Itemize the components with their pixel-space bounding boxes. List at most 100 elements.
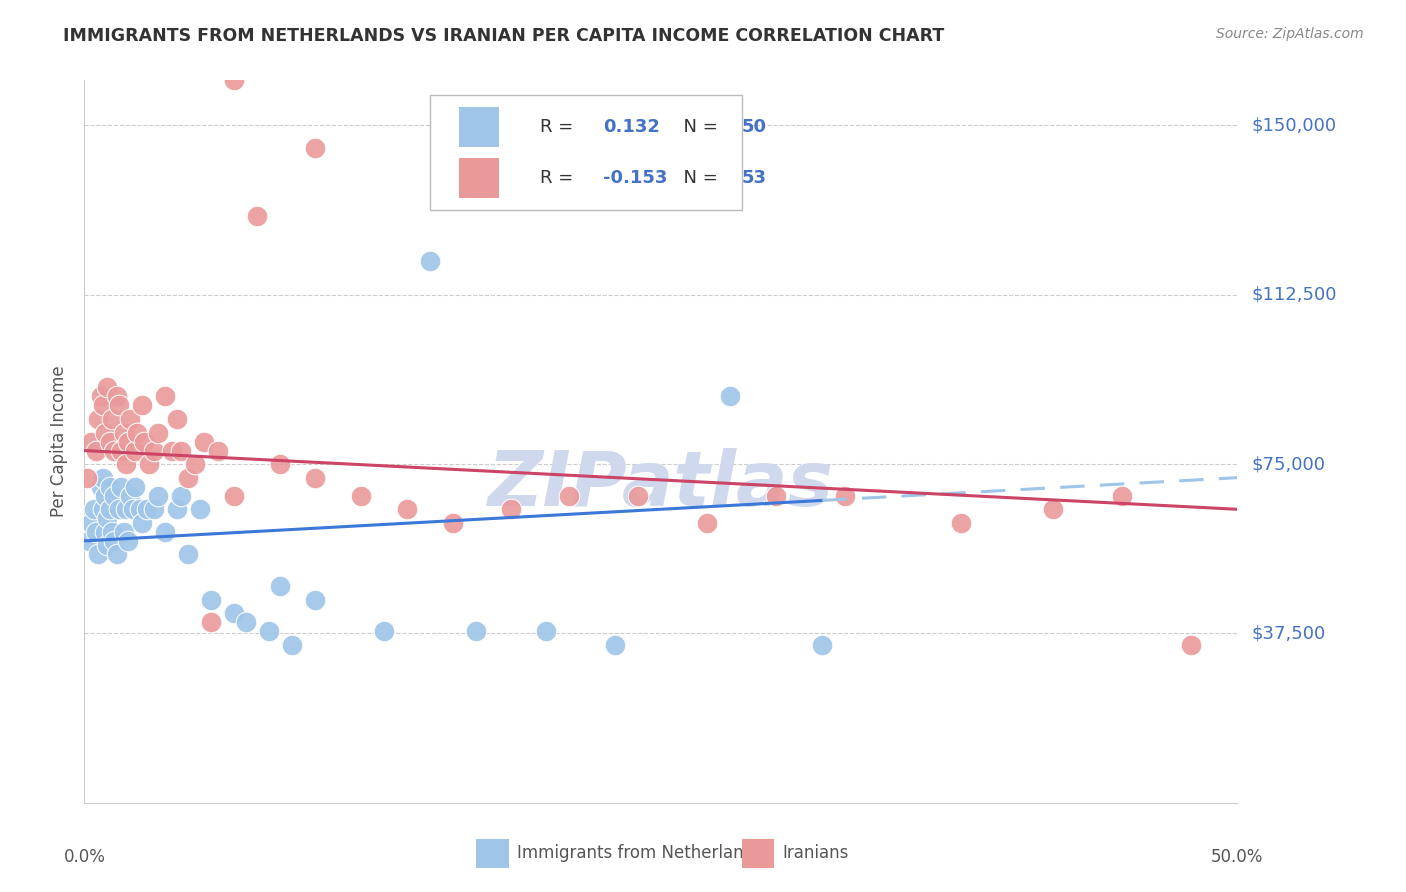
Point	[142, 502, 165, 516]
Point	[96, 511, 118, 525]
Point	[160, 443, 183, 458]
Text: 53: 53	[741, 169, 766, 186]
Point	[949, 516, 972, 530]
Point	[120, 412, 142, 426]
Bar	[460, 107, 499, 147]
Point	[257, 624, 280, 639]
Point	[96, 380, 118, 394]
Point	[224, 489, 246, 503]
Point	[153, 389, 176, 403]
Point	[117, 533, 139, 548]
Point	[834, 489, 856, 503]
Point	[124, 443, 146, 458]
Point	[603, 638, 626, 652]
Point	[98, 434, 121, 449]
Point	[91, 502, 114, 516]
Point	[96, 538, 118, 552]
Point	[91, 398, 114, 412]
Text: N =: N =	[672, 169, 724, 186]
Point	[112, 425, 135, 440]
Point	[124, 480, 146, 494]
Bar	[460, 158, 499, 198]
Point	[91, 470, 114, 484]
Text: 50.0%: 50.0%	[1211, 848, 1264, 866]
Text: Immigrants from Netherlands: Immigrants from Netherlands	[517, 845, 762, 863]
Point	[94, 524, 117, 539]
Point	[128, 502, 150, 516]
Point	[120, 489, 142, 503]
Point	[419, 253, 441, 268]
Text: $37,500: $37,500	[1251, 624, 1326, 642]
Point	[76, 470, 98, 484]
Point	[499, 502, 522, 516]
Text: R =: R =	[540, 119, 579, 136]
Point	[142, 443, 165, 458]
Point	[146, 425, 169, 440]
Point	[121, 502, 143, 516]
Point	[224, 606, 246, 620]
Text: 0.132: 0.132	[603, 119, 659, 136]
Point	[166, 412, 188, 426]
Point	[396, 502, 419, 516]
Point	[131, 516, 153, 530]
Point	[465, 624, 488, 639]
Point	[87, 548, 110, 562]
Text: 0.0%: 0.0%	[63, 848, 105, 866]
Text: Iranians: Iranians	[782, 845, 848, 863]
Point	[696, 516, 718, 530]
Point	[207, 443, 229, 458]
Point	[269, 579, 291, 593]
Bar	[741, 838, 773, 868]
Text: $150,000: $150,000	[1251, 117, 1336, 135]
Point	[103, 443, 125, 458]
Point	[134, 434, 156, 449]
Point	[281, 638, 304, 652]
Text: -0.153: -0.153	[603, 169, 668, 186]
Point	[105, 548, 128, 562]
Point	[441, 516, 464, 530]
Text: ZIPatlas: ZIPatlas	[488, 448, 834, 522]
Point	[373, 624, 395, 639]
FancyBboxPatch shape	[430, 95, 741, 211]
Point	[101, 412, 124, 426]
Text: N =: N =	[672, 119, 724, 136]
Point	[115, 502, 138, 516]
Point	[166, 502, 188, 516]
Point	[131, 398, 153, 412]
Point	[170, 443, 193, 458]
Point	[135, 502, 157, 516]
Point	[1111, 489, 1133, 503]
Point	[304, 470, 326, 484]
Point	[246, 209, 269, 223]
Point	[200, 615, 222, 630]
Text: $112,500: $112,500	[1251, 285, 1337, 304]
Point	[235, 615, 257, 630]
Point	[112, 524, 135, 539]
Text: $75,000: $75,000	[1251, 455, 1324, 473]
Text: R =: R =	[540, 169, 579, 186]
Point	[350, 489, 373, 503]
Point	[627, 489, 650, 503]
Point	[94, 489, 117, 503]
Point	[193, 434, 215, 449]
Point	[1042, 502, 1064, 516]
Point	[98, 502, 121, 516]
Point	[146, 489, 169, 503]
Point	[127, 425, 149, 440]
Point	[84, 443, 107, 458]
Point	[108, 502, 131, 516]
Point	[87, 412, 110, 426]
Point	[108, 398, 131, 412]
Point	[765, 489, 787, 503]
Point	[105, 389, 128, 403]
Point	[177, 470, 200, 484]
Text: Source: ZipAtlas.com: Source: ZipAtlas.com	[1216, 27, 1364, 41]
Point	[101, 524, 124, 539]
Point	[94, 425, 117, 440]
Point	[138, 457, 160, 471]
Point	[200, 592, 222, 607]
Point	[224, 73, 246, 87]
Point	[80, 434, 103, 449]
Point	[557, 489, 579, 503]
Point	[110, 443, 132, 458]
